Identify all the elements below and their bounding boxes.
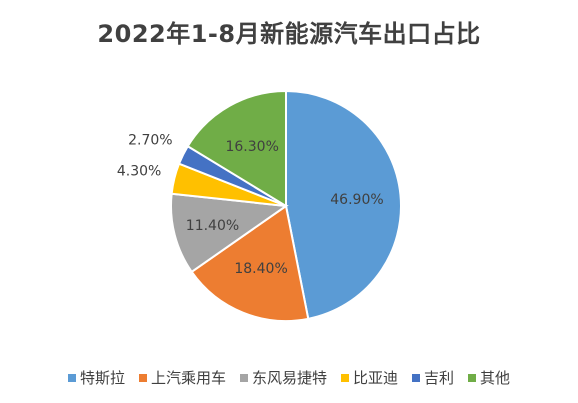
legend-swatch-2 bbox=[239, 373, 248, 382]
legend-label-0: 特斯拉 bbox=[79, 369, 125, 387]
pie-slice-0 bbox=[285, 89, 402, 321]
legend-swatch-4 bbox=[412, 373, 421, 382]
pie-slice-5 bbox=[186, 89, 287, 208]
chart-title: 2022年1-8月新能源汽车出口占比 bbox=[97, 20, 481, 48]
data-label-1: 18.40% bbox=[234, 261, 287, 277]
legend-item-5: 其他 bbox=[468, 367, 510, 388]
legend-label-1: 上汽乘用车 bbox=[150, 369, 226, 387]
legend-swatch-5 bbox=[468, 373, 477, 382]
data-label-3: 4.30% bbox=[117, 163, 161, 179]
pie-slice-1 bbox=[190, 204, 310, 322]
data-label-5: 16.30% bbox=[225, 139, 278, 155]
data-label-4: 2.70% bbox=[128, 133, 172, 149]
chart-legend: 特斯拉 上汽乘用车 东风易捷特 比亚迪 吉利 其他 bbox=[0, 367, 578, 388]
data-label-0: 46.90% bbox=[330, 192, 383, 208]
legend-swatch-0 bbox=[67, 373, 76, 382]
legend-label-3: 比亚迪 bbox=[353, 369, 399, 387]
legend-swatch-1 bbox=[138, 373, 147, 382]
legend-swatch-3 bbox=[341, 373, 349, 382]
legend-label-2: 东风易捷特 bbox=[251, 369, 327, 387]
legend-item-4: 吉利 bbox=[412, 367, 454, 388]
legend-label-4: 吉利 bbox=[424, 369, 455, 387]
legend-item-3: 比亚迪 bbox=[341, 367, 398, 388]
legend-label-5: 其他 bbox=[480, 369, 511, 387]
data-label-2: 11.40% bbox=[186, 218, 239, 234]
legend-item-1: 上汽乘用车 bbox=[138, 367, 226, 388]
legend-item-2: 东风易捷特 bbox=[239, 367, 327, 388]
pie-slice-2 bbox=[170, 192, 289, 274]
legend-item-0: 特斯拉 bbox=[67, 367, 125, 388]
